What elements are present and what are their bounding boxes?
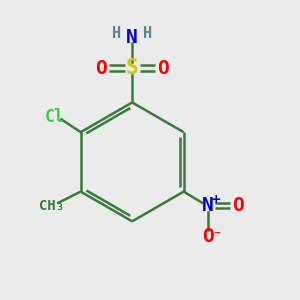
Text: O: O (232, 196, 244, 215)
Text: CH₃: CH₃ (39, 200, 64, 214)
Text: H: H (143, 26, 152, 41)
Text: O: O (202, 227, 214, 246)
Text: O: O (95, 59, 107, 78)
Text: N: N (202, 196, 214, 215)
Text: –: – (214, 227, 220, 241)
Text: S: S (126, 58, 139, 78)
Text: +: + (211, 193, 222, 206)
Text: H: H (112, 26, 121, 41)
Text: N: N (126, 28, 138, 46)
Text: Cl: Cl (45, 108, 65, 126)
Text: O: O (158, 59, 169, 78)
